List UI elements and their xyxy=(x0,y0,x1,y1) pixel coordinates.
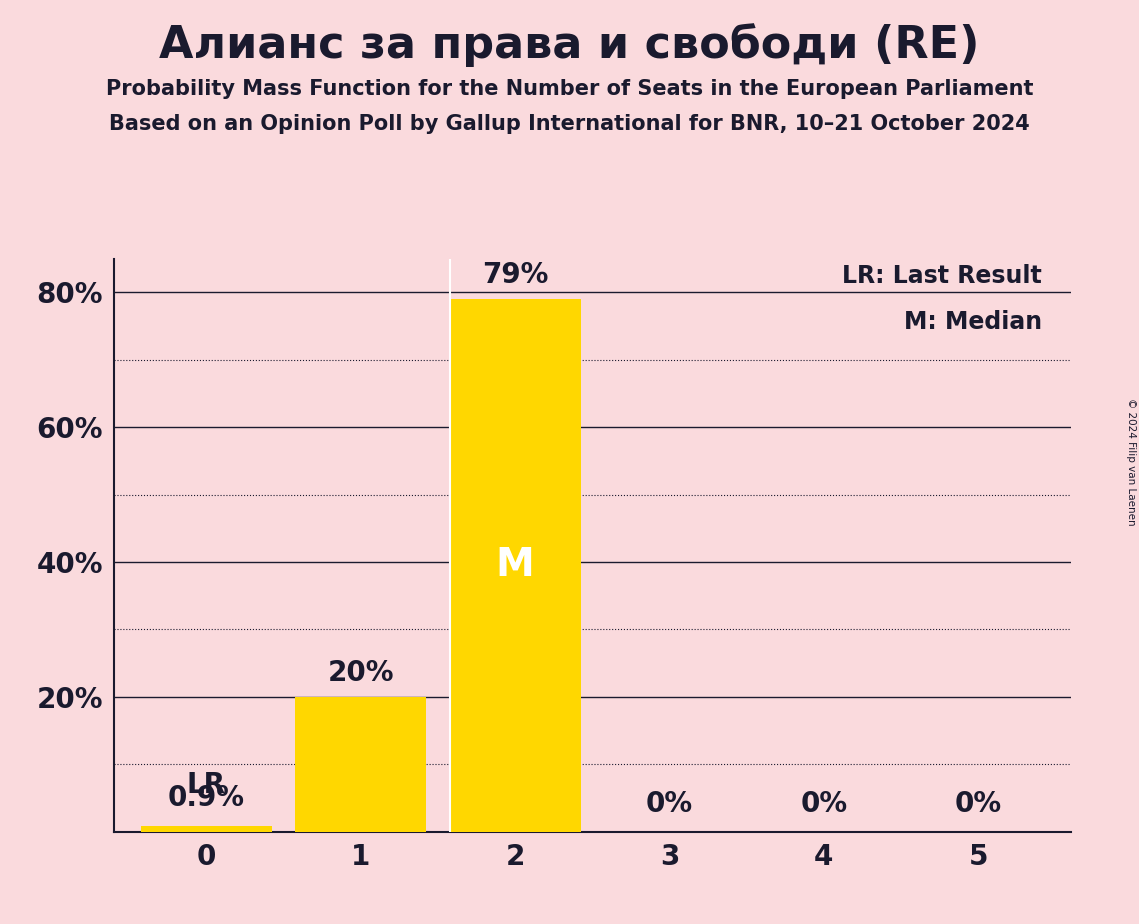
Text: © 2024 Filip van Laenen: © 2024 Filip van Laenen xyxy=(1126,398,1136,526)
Text: LR: Last Result: LR: Last Result xyxy=(842,264,1042,288)
Text: 0%: 0% xyxy=(646,790,693,818)
Text: M: M xyxy=(495,546,534,584)
Text: 0.9%: 0.9% xyxy=(167,784,245,812)
Bar xyxy=(450,299,581,832)
Text: Probability Mass Function for the Number of Seats in the European Parliament: Probability Mass Function for the Number… xyxy=(106,79,1033,99)
Text: M: Median: M: Median xyxy=(904,310,1042,334)
Text: 0%: 0% xyxy=(954,790,1001,818)
Text: 20%: 20% xyxy=(328,659,394,687)
Text: LR: LR xyxy=(187,771,226,798)
Text: Алианс за права и свободи (RE): Алианс за права и свободи (RE) xyxy=(159,23,980,67)
Bar xyxy=(295,697,426,832)
Bar xyxy=(141,825,272,832)
Text: Based on an Opinion Poll by Gallup International for BNR, 10–21 October 2024: Based on an Opinion Poll by Gallup Inter… xyxy=(109,114,1030,134)
Text: 0%: 0% xyxy=(801,790,847,818)
Text: 79%: 79% xyxy=(482,261,548,289)
